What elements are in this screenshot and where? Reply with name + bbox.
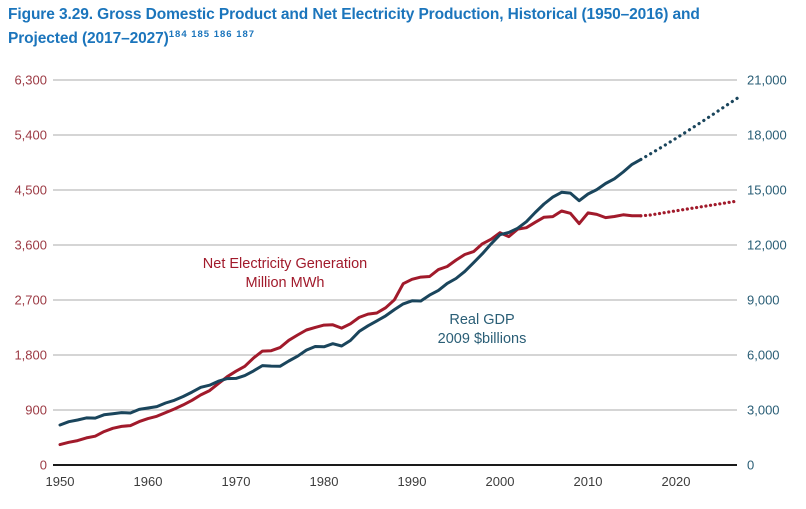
footnote-refs: 184 185 186 187	[168, 29, 256, 40]
left-axis-tick-label: 5,400	[14, 128, 47, 143]
electricity-annotation-label: Net Electricity Generation	[203, 256, 367, 272]
gdp-annotation-label: Real GDP	[449, 312, 514, 328]
right-axis-tick-label: 3,000	[747, 403, 780, 418]
electricity-line-historical	[58, 209, 643, 447]
right-axis-tick-label: 18,000	[747, 128, 787, 143]
right-axis-tick-label: 6,000	[747, 348, 780, 363]
right-axis-tick-label: 21,000	[747, 73, 787, 88]
x-axis-tick-label: 1950	[46, 474, 75, 489]
gdp-annotation-label: 2009 $billions	[438, 331, 527, 347]
x-axis-tick-label: 1970	[222, 474, 251, 489]
right-axis-tick-label: 15,000	[747, 183, 787, 198]
electricity-line-projected	[639, 199, 740, 218]
electricity-annotation-label: Million MWh	[246, 275, 325, 291]
gdp-line-projected	[639, 96, 740, 162]
left-axis-tick-label: 1,800	[14, 348, 47, 363]
left-axis-tick-label: 4,500	[14, 183, 47, 198]
left-axis-tick-label: 900	[25, 403, 47, 418]
x-axis-tick-label: 1980	[310, 474, 339, 489]
figure-title: Figure 3.29. Gross Domestic Product and …	[8, 5, 798, 49]
figure-title-line2: Projected (2017–2027)	[8, 30, 169, 48]
figure-title-line1: Figure 3.29. Gross Domestic Product and …	[8, 6, 700, 23]
x-axis-tick-label: 1960	[134, 474, 163, 489]
x-axis-tick-label: 2020	[662, 474, 691, 489]
x-axis-tick-label: 2010	[574, 474, 603, 489]
right-axis-tick-label: 9,000	[747, 293, 780, 308]
right-axis-tick-label: 12,000	[747, 238, 787, 253]
right-axis-tick-label: 0	[747, 458, 754, 473]
x-axis-tick-label: 2000	[486, 474, 515, 489]
left-axis-tick-label: 6,300	[14, 73, 47, 88]
gdp-line-historical	[58, 158, 643, 427]
left-axis-tick-label: 2,700	[14, 293, 47, 308]
x-axis-tick-label: 1990	[398, 474, 427, 489]
left-axis-tick-label: 0	[40, 458, 47, 473]
left-axis-tick-label: 3,600	[14, 238, 47, 253]
